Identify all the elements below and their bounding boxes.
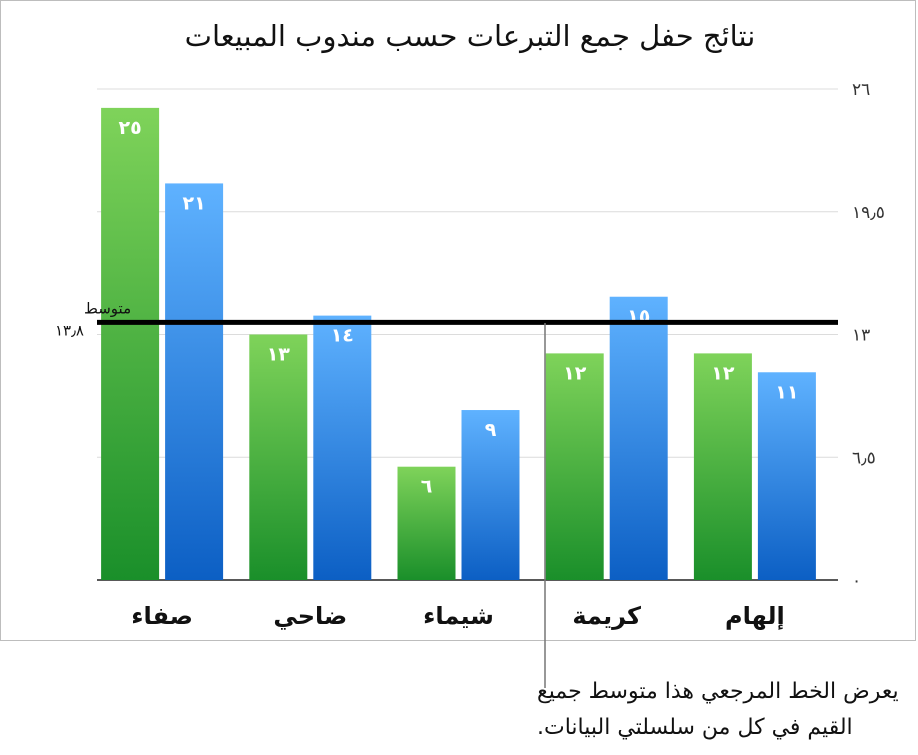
y-tick-label: ٠ [852,571,861,591]
x-tick-label: ضاحي [273,602,347,630]
x-tick-label: صفاء [131,602,193,630]
data-label: ١٣ [267,344,291,366]
data-label: ٩ [485,419,497,441]
bar [609,296,668,580]
y-tick-label: ١٩٫٥ [852,203,885,223]
data-label: ١٤ [331,325,354,347]
chart-title: نتائج حفل جمع التبرعات حسب مندوب المبيعا… [185,19,756,53]
data-label: ١١ [775,381,798,403]
callout-text-line1: يعرض الخط المرجعي هذا متوسط جميع [537,679,899,704]
bar [693,353,752,580]
bar [313,315,372,580]
x-tick-label: كريمة [572,602,641,630]
data-label: ١٢ [563,362,587,384]
data-label: ٢١ [182,192,205,214]
callout-text-line2: القيم في كل من سلسلتي البيانات. [537,715,853,740]
data-label: ٦ [421,476,433,498]
bar [397,466,456,580]
bar [757,372,816,580]
y-tick-label: ٦٫٥ [852,448,876,468]
x-tick-label: إلهام [725,602,785,630]
y-tick-label: ٢٦ [852,80,870,100]
bar [545,353,604,580]
data-label: ١٢ [711,362,735,384]
x-tick-label: شيماء [423,602,494,630]
y-tick-label: ١٣ [852,326,870,346]
bar [461,410,520,580]
data-label: ٢٥ [118,117,141,139]
bar [165,183,224,580]
average-label: متوسط [84,299,131,317]
bar [101,107,160,580]
average-value-label: ١٣٫٨ [55,321,84,339]
bar [249,334,308,580]
